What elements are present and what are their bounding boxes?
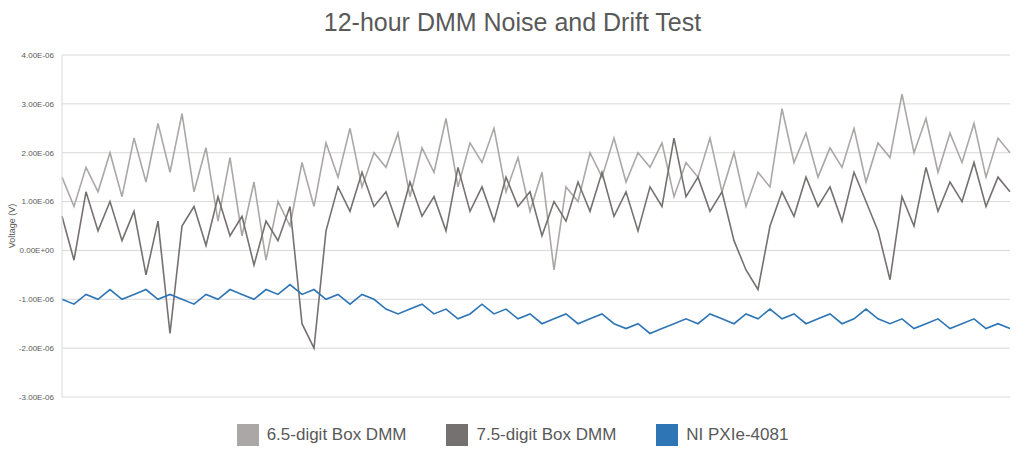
svg-text:4.00E-06: 4.00E-06 xyxy=(22,51,55,60)
svg-text:-3.00E-06: -3.00E-06 xyxy=(19,393,55,402)
html-text:6.5-digit Box DMM: 6.5-digit Box DMM xyxy=(266,425,407,444)
svg-text:1.00E-06: 1.00E-06 xyxy=(22,197,55,206)
html-text:NI PXIe-4081: NI PXIe-4081 xyxy=(686,425,789,444)
svg-text:0.00E+00: 0.00E+00 xyxy=(20,246,55,255)
html-text:7.5-digit Box DMM: 7.5-digit Box DMM xyxy=(476,425,617,444)
svg-text:Voltage (V): Voltage (V) xyxy=(8,204,17,249)
svg-text:-2.00E-06: -2.00E-06 xyxy=(19,344,55,353)
svg-text:2.00E-06: 2.00E-06 xyxy=(22,149,55,158)
svg-text:3.00E-06: 3.00E-06 xyxy=(22,100,55,109)
svg-text:-1.00E-06: -1.00E-06 xyxy=(19,295,55,304)
html-text:12-hour DMM Noise and Drift Te: 12-hour DMM Noise and Drift Test xyxy=(323,8,702,36)
